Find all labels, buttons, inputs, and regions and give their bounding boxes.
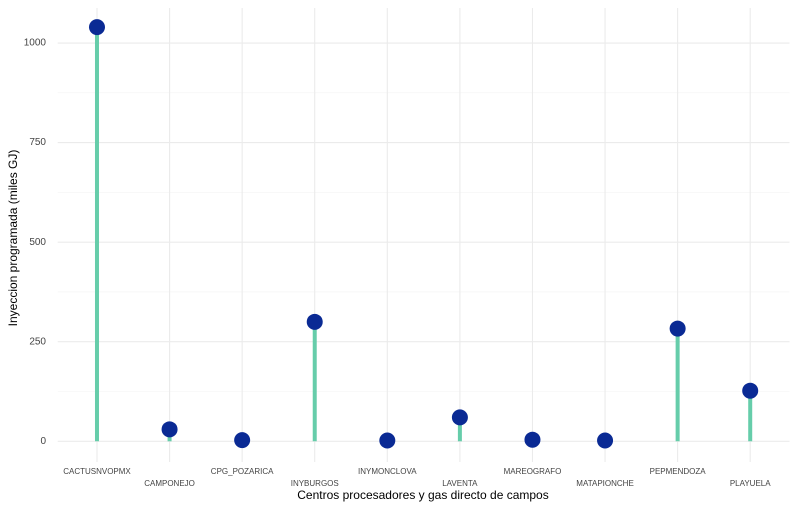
y-tick-label: 500 <box>29 237 46 248</box>
lollipop <box>742 382 759 442</box>
y-tick-label: 1000 <box>24 38 47 49</box>
x-tick-label: MAREOGRAFO <box>504 467 562 476</box>
lollipop <box>234 432 251 449</box>
y-axis-title: Inyeccion programada (miles GJ) <box>6 150 20 327</box>
point <box>669 320 686 337</box>
x-tick-label: CAMPONEJO <box>144 479 195 488</box>
lollipop <box>451 409 468 442</box>
point <box>524 431 541 448</box>
point <box>234 432 251 449</box>
x-axis-title: Centros procesadores y gas directo de ca… <box>297 488 548 502</box>
lollipop <box>379 432 396 449</box>
x-tick-label: CPG_POZARICA <box>211 467 274 476</box>
x-tick-label: CACTUSNVOPMX <box>63 467 131 476</box>
lollipop <box>306 313 323 442</box>
x-tick-label: MATAPIONCHE <box>576 479 633 488</box>
point <box>742 382 759 399</box>
x-tick-label: PLAYUELA <box>730 479 771 488</box>
y-tick-label: 750 <box>29 137 46 148</box>
x-tick-label: PEPMENDOZA <box>650 467 707 476</box>
y-tick-label: 250 <box>29 336 46 347</box>
point <box>161 421 178 438</box>
x-tick-label: INYMONCLOVA <box>358 467 417 476</box>
point <box>379 432 396 449</box>
x-tick-label: INYBURGOS <box>291 479 339 488</box>
x-tick-label: LAVENTA <box>442 479 478 488</box>
y-tick-label: 0 <box>40 436 46 447</box>
lollipop <box>88 19 105 442</box>
lollipop <box>669 320 686 442</box>
lollipop <box>161 421 178 442</box>
lollipop <box>524 431 541 448</box>
point <box>597 432 614 449</box>
lollipop <box>597 432 614 449</box>
point <box>306 313 323 330</box>
point <box>88 19 105 36</box>
point <box>451 409 468 426</box>
